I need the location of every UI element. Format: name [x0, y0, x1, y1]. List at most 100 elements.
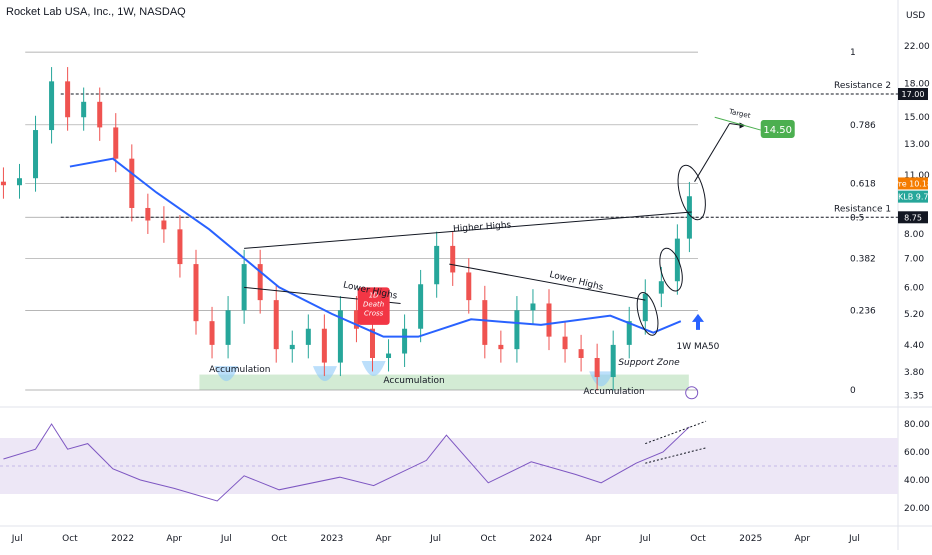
candle-body	[129, 158, 135, 208]
death-cross-text: Cross	[364, 309, 384, 317]
projection-arrowhead	[739, 122, 746, 129]
price-tag	[898, 190, 928, 203]
candle-body	[578, 349, 584, 358]
candle-body	[514, 310, 520, 350]
x-tick-label: Oct	[480, 534, 496, 544]
lower-highs-label-2: Lower Highs	[548, 270, 604, 293]
rsi-channel-top	[645, 420, 707, 445]
target-value: 14.50	[763, 125, 792, 136]
candle-body	[177, 229, 183, 265]
fib-level-label: 1	[850, 48, 856, 58]
price-tag	[898, 211, 928, 224]
price-tick-label: 11.00	[904, 171, 930, 181]
x-tick-label: 2023	[320, 534, 343, 544]
price-tick-label: 13.00	[904, 140, 930, 150]
candle-body	[369, 328, 375, 358]
candle-body	[386, 353, 392, 358]
higher-highs-line	[244, 211, 692, 249]
accumulation-label-1: Accumulation	[209, 365, 270, 375]
candle-body	[658, 281, 664, 294]
candle-body	[161, 220, 167, 230]
resistance-label: Resistance 1	[834, 204, 891, 214]
candle-body	[81, 101, 87, 118]
x-tick-label: Jul	[848, 534, 860, 544]
price-tick-label: 22.00	[904, 42, 930, 52]
x-tick-label: 2022	[111, 534, 134, 544]
candle-body	[450, 245, 456, 273]
candle-body	[434, 245, 440, 285]
fib-level-label: 0.5	[850, 213, 864, 223]
candle-body	[305, 328, 311, 345]
price-tick-label: 5.20	[904, 310, 924, 320]
candle-body	[337, 310, 343, 363]
price-tick-label: 7.00	[904, 255, 924, 265]
x-tick-label: Apr	[795, 534, 811, 544]
accumulation-dip	[214, 366, 239, 382]
x-tick-label: Apr	[376, 534, 392, 544]
price-tick-label: 3.80	[904, 368, 924, 378]
highlight-ellipse	[659, 247, 683, 292]
candle-body	[466, 272, 472, 301]
highlight-ellipse	[677, 164, 706, 221]
candle-body	[498, 344, 504, 350]
candle-body	[418, 284, 424, 329]
price-tag-label: Pre 10.18	[894, 179, 932, 188]
candle-body	[145, 207, 151, 221]
x-tick-label: Jul	[639, 534, 651, 544]
fib-level-label: 0.382	[850, 255, 876, 265]
fib-level-label: 0.786	[850, 121, 876, 131]
candle-body	[0, 181, 6, 186]
candle-body	[289, 344, 295, 350]
x-tick-label: Apr	[585, 534, 601, 544]
target-line	[714, 116, 761, 131]
accumulation-dip	[361, 361, 386, 377]
lower-highs-line-2	[449, 263, 646, 301]
ma50-label: 1W MA50	[677, 342, 720, 352]
candle-body	[482, 300, 488, 345]
candle-body	[546, 303, 552, 337]
currency-label: USD	[906, 11, 925, 21]
death-cross-badge	[357, 287, 390, 325]
accumulation-dip	[312, 366, 337, 382]
x-tick-label: Oct	[271, 534, 287, 544]
support-zone-label: Support Zone	[618, 358, 680, 368]
event-marker-icon	[685, 386, 699, 400]
candle-body	[594, 357, 600, 378]
price-tick-label: 8.00	[904, 230, 924, 240]
higher-highs-label: Higher Highs	[453, 221, 512, 235]
death-cross-text: 1D	[369, 291, 379, 299]
candle-body	[674, 238, 680, 282]
price-tick-label: 18.00	[904, 79, 930, 89]
candle-body	[113, 127, 119, 159]
rsi-line	[3, 423, 690, 502]
x-tick-label: Jul	[429, 534, 441, 544]
candle-body	[65, 81, 71, 118]
ma-arrow	[691, 313, 704, 330]
candle-body	[273, 300, 279, 350]
ma50-line	[69, 157, 682, 338]
rsi-tick-label: 40.00	[904, 476, 930, 486]
fib-level-label: 0	[850, 386, 856, 396]
rsi-tick-label: 60.00	[904, 448, 930, 458]
projection-arrow	[694, 123, 730, 182]
candle-body	[193, 264, 199, 322]
price-tick-label: 6.00	[904, 283, 924, 293]
candle-body	[686, 196, 692, 239]
x-tick-label: Jul	[220, 534, 232, 544]
price-tick-label: 15.00	[904, 113, 930, 123]
price-tag-label: 8.75	[904, 213, 922, 222]
candle-body	[209, 321, 215, 345]
candle-body	[562, 336, 568, 350]
chart-title: Rocket Lab USA, Inc., 1W, NASDAQ	[6, 6, 186, 18]
x-tick-label: 2024	[530, 534, 553, 544]
rsi-tick-label: 80.00	[904, 420, 930, 430]
x-tick-label: 2025	[739, 534, 762, 544]
candle-body	[610, 344, 616, 378]
price-tag-label: RKLB 9.78	[892, 193, 932, 202]
x-tick-label: Apr	[166, 534, 182, 544]
price-tag	[898, 88, 928, 101]
candle-body	[16, 178, 22, 186]
accumulation-label-3: Accumulation	[583, 387, 644, 397]
x-tick-label: Oct	[690, 534, 706, 544]
